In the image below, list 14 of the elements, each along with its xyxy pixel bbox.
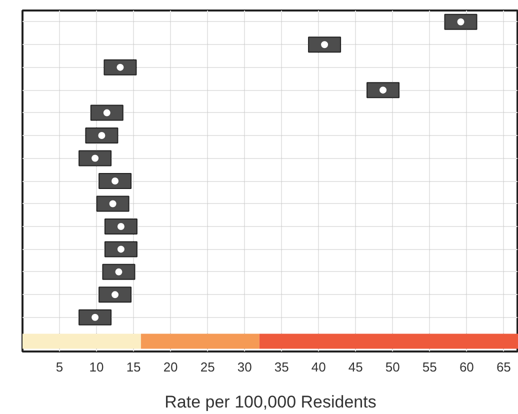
x-tick-label: 35 [274, 360, 289, 374]
x-tick-label: 5 [56, 360, 64, 374]
x-tick-label: 50 [385, 360, 400, 374]
x-tick-label: 25 [200, 360, 215, 374]
x-tick-label: 45 [348, 360, 363, 374]
x-tick-label: 30 [237, 360, 252, 374]
x-tick-label: 60 [459, 360, 474, 374]
x-axis-title: Rate per 100,000 Residents [164, 392, 376, 412]
x-tick-label: 15 [126, 360, 141, 374]
x-tick-label: 20 [163, 360, 178, 374]
x-tick-label: 65 [496, 360, 511, 374]
x-tick-label: 55 [422, 360, 437, 374]
x-tick-label: 10 [89, 360, 104, 374]
x-tick-label: 40 [311, 360, 326, 374]
